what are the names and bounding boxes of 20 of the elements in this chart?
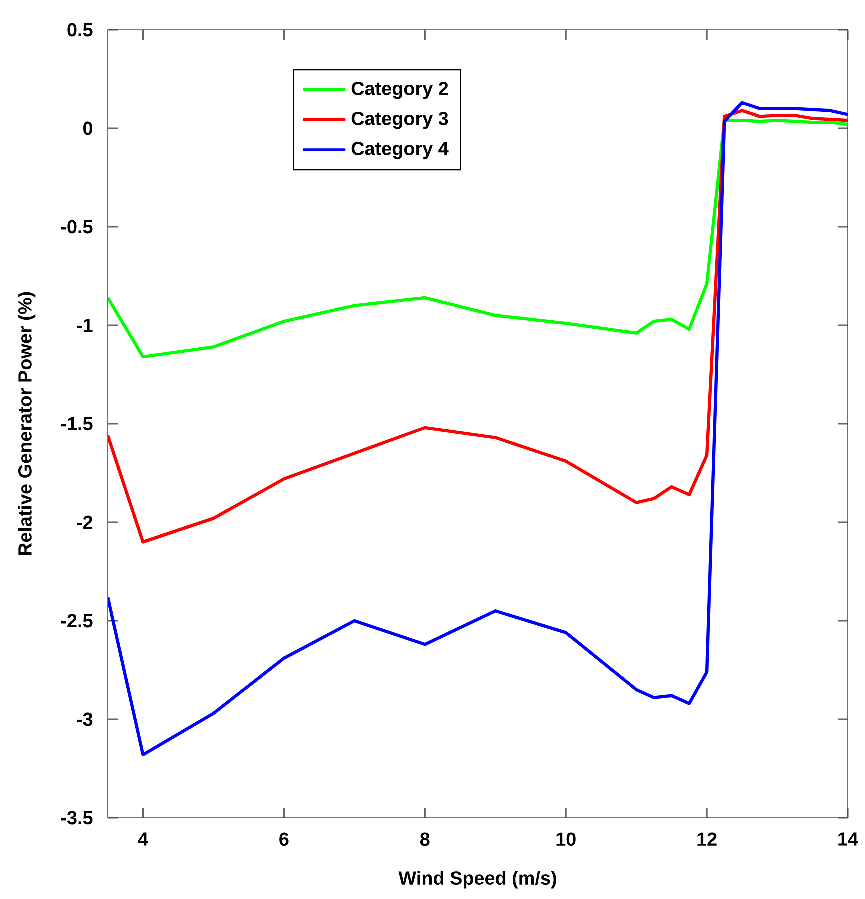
y-axis-title: Relative Generator Power (%) bbox=[18, 292, 36, 556]
y-tick-label: -2 bbox=[77, 516, 93, 530]
y-tick-label: -0.5 bbox=[62, 220, 93, 234]
x-tick-label: 8 bbox=[420, 832, 430, 846]
y-tick-label: 0.5 bbox=[68, 23, 93, 37]
x-tick-label: 10 bbox=[556, 832, 576, 846]
legend-label: Category 3 bbox=[352, 112, 448, 130]
legend-label: Category 4 bbox=[352, 142, 449, 160]
x-tick-label: 14 bbox=[838, 832, 859, 846]
legend-label: Category 2 bbox=[352, 82, 448, 100]
y-tick-label: -3.5 bbox=[62, 811, 93, 825]
y-tick-label: -1.5 bbox=[62, 417, 93, 431]
x-tick-label: 6 bbox=[280, 832, 289, 846]
x-axis-title: Wind Speed (m/s) bbox=[398, 871, 556, 889]
y-tick-label: -3 bbox=[77, 712, 93, 726]
x-tick-label: 12 bbox=[698, 832, 717, 846]
y-tick-label: -2.5 bbox=[62, 614, 93, 628]
y-tick-label: -1 bbox=[77, 318, 93, 332]
y-tick-label: 0 bbox=[84, 122, 93, 136]
x-tick-label: 4 bbox=[138, 832, 148, 846]
